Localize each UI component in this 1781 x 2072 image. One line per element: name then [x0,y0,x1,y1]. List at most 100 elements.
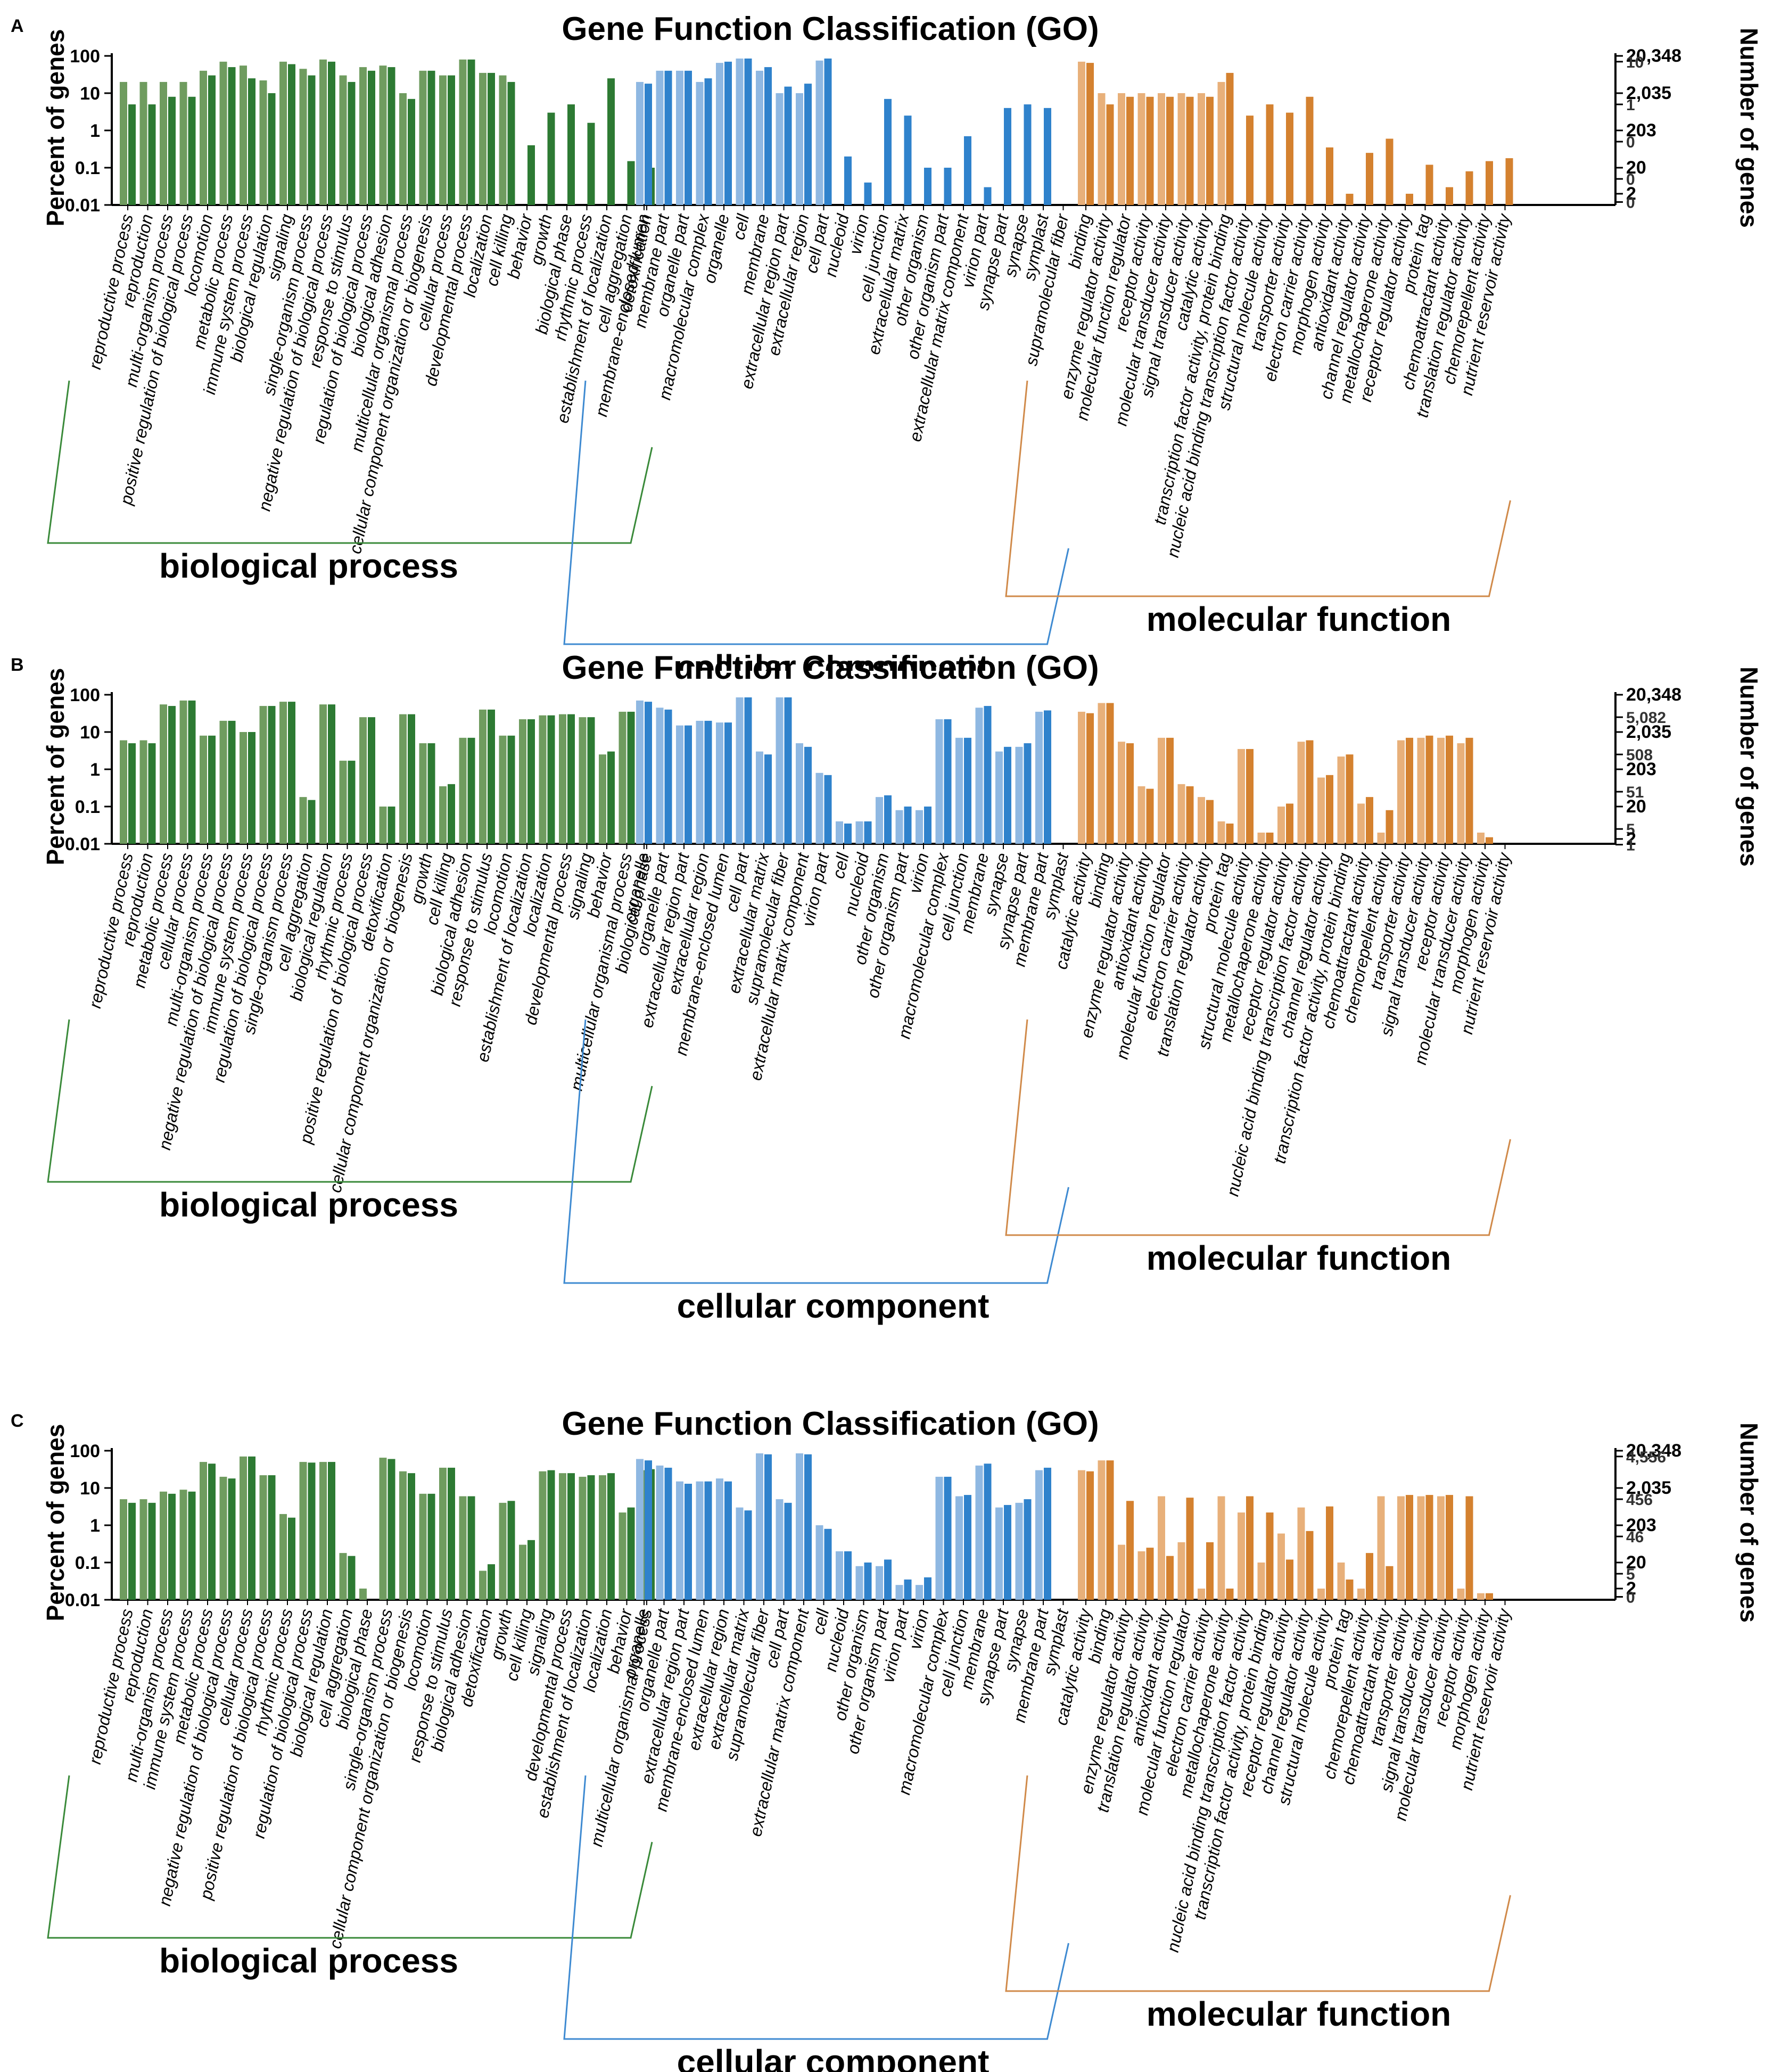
y2-tick-label: 5 [1626,1566,1635,1583]
bar-single-organism-process-s2 [387,1459,395,1600]
bar-chemorepellent-activity-s2 [1386,810,1394,844]
y-axis-title: Percent of genes [42,668,69,866]
bar-reproduction-s2 [148,104,156,205]
bar-single-organism-process-s2 [308,75,316,205]
bar-cell-junction-s2 [884,98,892,205]
bar-supramolecular-fiber-s2 [764,1454,772,1600]
bar-cell-aggregation-s2 [308,800,316,844]
y2-tick-label: 46 [1626,1528,1644,1546]
bar-other-organism-part-s1 [876,1566,883,1600]
bar-biological-regulation-s2 [268,93,276,205]
bar-nucleoid-s2 [864,821,872,844]
bar-developmental-process-s2 [567,1473,575,1600]
bar-cell-killing-s2 [448,784,455,844]
y2-tick-label: 203 [1626,759,1656,779]
y2-axis-title: Number of genes [1735,1423,1763,1623]
bar-signaling-s2 [288,64,295,205]
bar-synapse-part-s2 [1024,743,1032,844]
bar-membrane-enclosed-lumen-s1 [696,1481,704,1600]
bar-positive-regulation-of-biological-process-s1 [259,1475,267,1600]
y2-tick-label: 2,035 [1626,722,1671,742]
bar-behavior-s2 [627,1507,635,1600]
bar-response-to-stimulus-s1 [339,75,347,205]
bar-cell-s1 [736,58,744,205]
group-label-cc: cellular component [677,2043,990,2072]
bar-antioxidant-activity-s1 [1158,1496,1165,1600]
bar-cell-part-s1 [815,60,823,205]
bar-receptor-activity-s1 [1437,737,1445,844]
bar-multi-organism-process-s2 [168,96,176,205]
bar-structural-molecule-activity-s1 [1238,749,1245,844]
group-bracket-mf [1005,380,1511,597]
bar-membrane-s1 [975,1465,983,1600]
y2-tick-label: 203 [1626,120,1656,141]
bar-membrane-s1 [975,708,983,844]
bar-establishment-of-localization-s1 [519,719,526,844]
bar-metallochaperone-activity-s2 [1226,1588,1234,1600]
bar-synapse-part-s1 [1015,746,1023,844]
bar-immune-system-process-s1 [240,732,247,844]
bar-biological-regulation-s1 [259,80,267,205]
bar-virion-s2 [924,1577,931,1600]
y2-tick-label: 2 [1626,829,1636,849]
bar-catalytic-activity-s1 [1078,1470,1085,1600]
bar-nucleic-acid-binding-transcription-factor-activity-s2 [1246,1496,1254,1600]
bar-cell-killing-s1 [439,786,447,844]
bar-molecular-function-regulator-s1 [1177,1542,1185,1600]
bar-structural-molecule-activity-s2 [1326,1506,1333,1600]
bar-other-organism-s2 [864,1563,872,1600]
bar-multi-organism-process-s1 [160,1491,167,1600]
bar-other-organism-s1 [855,1566,863,1600]
bar-receptor-regulator-activity-s2 [1406,193,1413,205]
bar-signaling-s1 [539,1471,547,1600]
bar-chemorepellent-activity-s1 [1377,832,1385,844]
bar-rhythmic-process-s1 [279,1514,287,1600]
bar-channel-regulator-activity-s2 [1366,153,1373,205]
bar-multi-organism-process-s1 [200,735,207,844]
bar-cell-junction-s2 [964,1495,971,1600]
bar-supramolecular-fiber-s2 [784,697,792,844]
bar-localization-s2 [607,1473,615,1600]
bar-receptor-activity-s1 [1137,93,1145,205]
group-bracket-cc [563,380,1069,645]
bar-chemorepellent-activity-s2 [1366,1553,1373,1600]
bar-extracellular-matrix-component-s1 [796,1453,803,1600]
bar-behavior-s1 [619,1512,626,1600]
bar-chemoattractant-activity-s2 [1386,1566,1394,1600]
bar-behavior-s2 [527,145,535,205]
bar-electron-carrier-activity-s1 [1198,1588,1205,1600]
bar-macromolecular-complex-s2 [944,719,952,844]
bar-biological-adhesion-s1 [459,737,467,844]
panel-letter: A [11,16,24,36]
y2-tick-label: 0 [1626,1589,1635,1606]
bar-antioxidant-activity-s2 [1346,193,1354,205]
bar-cell-aggregation-s1 [299,797,307,844]
bar-nucleic-acid-binding-transcription-factor-activity-s2 [1306,740,1314,844]
chart-title: Gene Function Classification (GO) [562,1405,1099,1442]
bar-membrane-enclosed-lumen-s2 [645,84,652,205]
bar-cellular-component-organization-or-biogenesis-s2 [408,714,415,844]
bar-protein-tag-s1 [1217,821,1225,844]
bar-synapse-part-s2 [1004,1504,1011,1600]
bar-electron-carrier-activity-s2 [1306,96,1314,205]
bar-regulation-of-biological-process-s2 [308,1462,316,1600]
group-bracket-bp [47,380,653,544]
bar-biological-adhesion-s1 [379,65,387,205]
bar-antioxidant-activity-s2 [1166,1556,1174,1600]
bar-behavior-s2 [607,751,615,844]
bar-regulation-of-biological-process-s1 [299,1462,307,1600]
bar-catalytic-activity-s2 [1086,1471,1094,1600]
bar-binding-s1 [1098,703,1106,844]
bar-metabolic-process-s1 [160,704,167,844]
bar-growth-s1 [499,1502,507,1600]
bar-reproductive-process-s2 [128,104,136,205]
y-tick-label: 100 [70,46,100,67]
bar-reproductive-process-s1 [120,740,127,844]
bar-molecular-function-regulator-s1 [1158,737,1165,844]
bar-virion-s1 [916,810,923,844]
bar-metabolic-process-s2 [208,1463,216,1600]
bar-reproduction-s2 [148,1502,156,1600]
bar-regulation-of-biological-process-s1 [359,67,367,205]
bar-binding-s1 [1098,1460,1106,1600]
y2-tick-label: 508 [1626,746,1653,764]
